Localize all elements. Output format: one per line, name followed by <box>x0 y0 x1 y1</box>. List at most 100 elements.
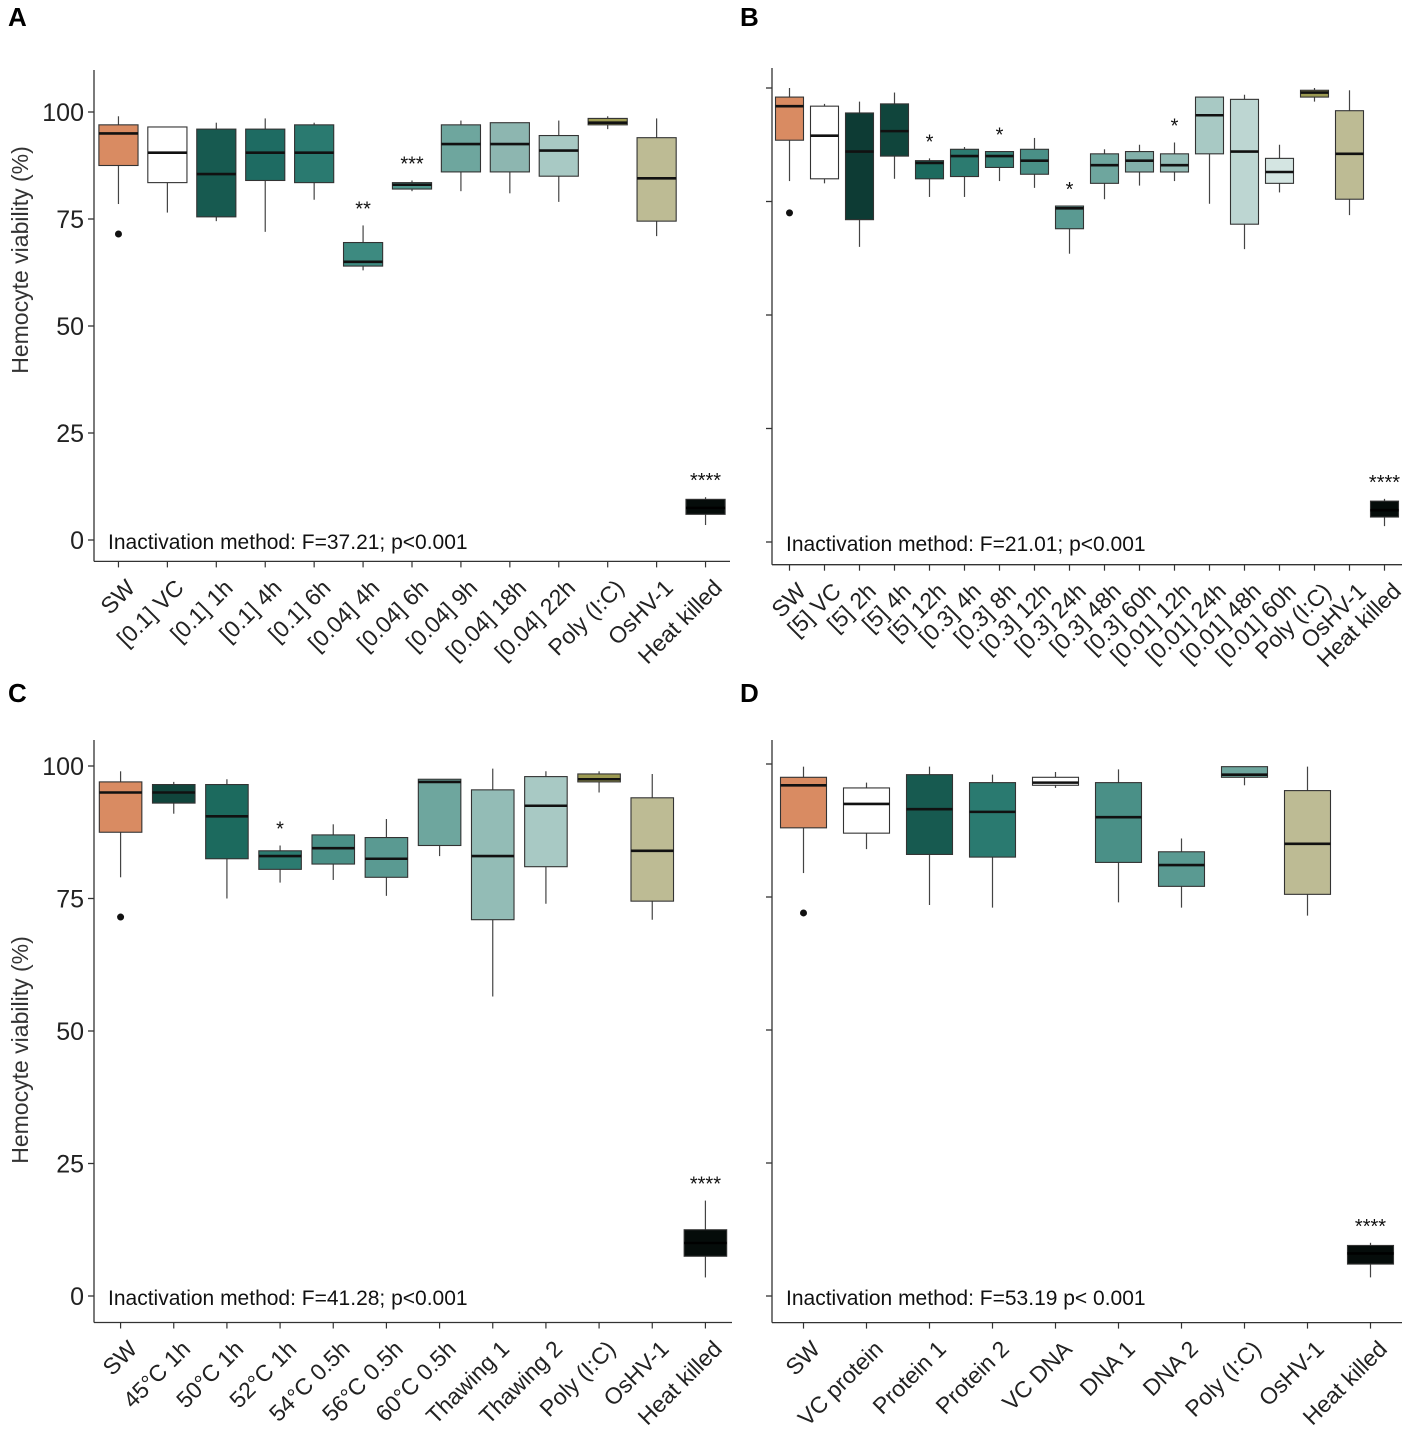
box-d-4 <box>1031 771 1080 788</box>
significance-label: **** <box>1355 1216 1386 1238</box>
box-body <box>440 124 482 173</box>
box-b-4: * <box>914 131 945 197</box>
box-body <box>524 776 568 868</box>
y-tick-label: 50 <box>56 1018 84 1046</box>
box-body <box>417 778 462 847</box>
box-body <box>577 773 621 783</box>
significance-label: **** <box>690 470 721 492</box>
box-d-8 <box>1283 766 1332 916</box>
box-body <box>844 112 875 221</box>
box-b-9 <box>1089 149 1120 200</box>
box-a-10 <box>587 116 628 130</box>
box-body <box>1283 790 1332 895</box>
box-b-6: * <box>984 125 1015 182</box>
outlier-point <box>114 230 122 238</box>
anova-annotation-d: Inactivation method: F=53.19 p< 0.001 <box>786 1287 1146 1310</box>
y-tick-label: 25 <box>56 420 84 448</box>
box-d-0 <box>779 766 828 917</box>
box-body <box>984 151 1015 168</box>
panel-label-b: B <box>740 2 759 32</box>
box-c-1 <box>151 781 196 814</box>
box-b-11: * <box>1159 115 1190 182</box>
box-c-7 <box>470 768 515 997</box>
box-c-11: **** <box>683 1174 728 1278</box>
box-d-7 <box>1220 766 1269 786</box>
box-body <box>147 126 188 184</box>
box-d-3 <box>968 774 1017 908</box>
y-tick-label: 50 <box>56 313 84 341</box>
box-body <box>98 124 139 167</box>
box-body <box>151 783 196 804</box>
y-tick-label: 75 <box>56 206 84 234</box>
significance-label: * <box>996 125 1004 147</box>
box-body <box>342 241 384 267</box>
box-d-9: **** <box>1346 1216 1395 1278</box>
box-b-0 <box>774 88 805 217</box>
box-a-8 <box>489 122 530 194</box>
outlier-point <box>786 209 793 217</box>
box-body <box>842 787 891 834</box>
y-tick-label: 25 <box>56 1151 84 1179</box>
box-a-7 <box>440 120 482 192</box>
significance-label: *** <box>400 153 424 175</box>
box-a-3 <box>245 118 286 232</box>
box-body <box>774 96 805 141</box>
box-body <box>1054 205 1085 230</box>
box-a-1 <box>147 126 188 213</box>
significance-label: * <box>1171 115 1179 137</box>
box-body <box>1229 98 1260 225</box>
anova-annotation-a: Inactivation method: F=37.21; p<0.001 <box>108 531 468 554</box>
box-a-2 <box>196 122 237 222</box>
box-b-12 <box>1194 96 1225 204</box>
x-tick-label: VC DNA <box>997 1335 1077 1415</box>
box-body <box>1346 1244 1395 1265</box>
box-body <box>1194 96 1225 155</box>
box-body <box>538 134 579 177</box>
y-tick-label: 100 <box>42 99 84 127</box>
box-c-4 <box>311 824 356 880</box>
box-b-5 <box>949 147 980 197</box>
box-body <box>1159 153 1190 173</box>
box-c-6 <box>417 778 462 857</box>
box-body <box>364 836 409 878</box>
box-body <box>914 160 945 180</box>
box-a-9 <box>538 120 579 202</box>
box-b-14 <box>1264 144 1295 193</box>
box-a-4 <box>294 122 335 200</box>
outlier-point <box>117 913 125 921</box>
significance-label: ** <box>355 198 371 220</box>
box-body <box>809 105 840 180</box>
box-body <box>258 850 302 870</box>
y-tick-label: 100 <box>42 753 84 781</box>
box-body <box>1089 153 1120 184</box>
box-body <box>1220 766 1269 778</box>
anova-annotation-b: Inactivation method: F=21.01; p<0.001 <box>786 533 1146 556</box>
significance-label: * <box>276 819 284 841</box>
box-a-6: *** <box>391 153 433 192</box>
box-body <box>968 782 1017 858</box>
box-c-0 <box>98 771 143 921</box>
box-c-5 <box>364 819 409 896</box>
significance-label: **** <box>690 1174 721 1196</box>
box-b-13 <box>1229 94 1260 250</box>
box-b-8: * <box>1054 179 1085 254</box>
x-tick-label: SW <box>97 1335 142 1380</box>
box-b-17: **** <box>1369 472 1400 527</box>
y-tick-label: 0 <box>70 527 84 555</box>
box-body <box>205 783 249 860</box>
box-a-5: ** <box>342 198 384 271</box>
panel-label-d: D <box>740 678 759 708</box>
box-d-1 <box>842 782 891 850</box>
box-b-1 <box>809 103 840 184</box>
y-tick-label: 0 <box>70 1283 84 1311</box>
box-b-10 <box>1124 144 1155 186</box>
box-body <box>949 148 980 178</box>
box-body <box>98 781 143 833</box>
anova-annotation-c: Inactivation method: F=41.28; p<0.001 <box>108 1287 468 1310</box>
box-b-16 <box>1334 90 1365 216</box>
box-body <box>1031 776 1080 786</box>
